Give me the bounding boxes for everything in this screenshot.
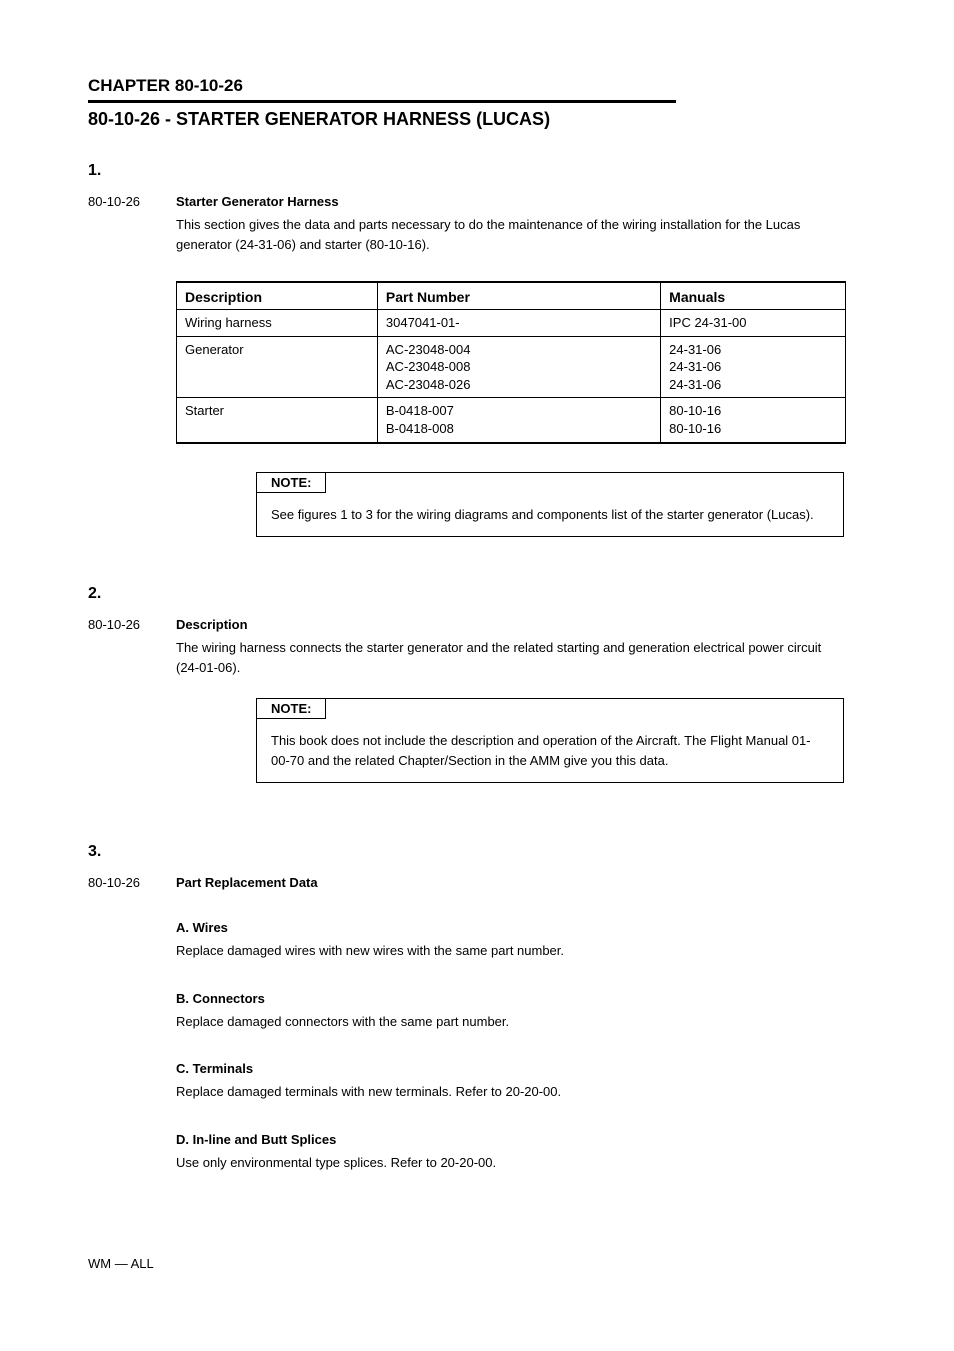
section-3-number: 3.	[88, 843, 844, 861]
section-3-label: 80-10-26	[88, 875, 176, 890]
table-cell: Wiring harness	[177, 310, 378, 337]
note-box-2: NOTE: This book does not include the des…	[256, 698, 844, 783]
table-cell: 3047041-01-	[377, 310, 660, 337]
table-cell: AC-23048-004AC-23048-008AC-23048-026	[377, 336, 660, 398]
item-heading-b: B. Connectors	[176, 991, 844, 1006]
item-text-a: Replace damaged wires with new wires wit…	[176, 941, 844, 961]
item-heading-d: D. In-line and Butt Splices	[176, 1132, 844, 1147]
chapter-rule	[88, 100, 676, 103]
note-box-1: NOTE: See figures 1 to 3 for the wiring …	[256, 472, 844, 538]
note-text: This book does not include the descripti…	[271, 731, 829, 770]
item-text-c: Replace damaged terminals with new termi…	[176, 1082, 844, 1102]
item-heading-c: C. Terminals	[176, 1061, 844, 1076]
table-header-partnumber: Part Number	[377, 282, 660, 310]
note-label: NOTE:	[257, 699, 326, 719]
note-text: See figures 1 to 3 for the wiring diagra…	[271, 505, 829, 525]
note-label: NOTE:	[257, 473, 326, 493]
chapter-number: CHAPTER 80-10-26	[88, 76, 844, 96]
section-1-number: 1.	[88, 162, 844, 180]
table-cell: 24-31-0624-31-0624-31-06	[661, 336, 846, 398]
section-3-subtitle: Part Replacement Data	[176, 875, 318, 890]
chapter-title: 80-10-26 - STARTER GENERATOR HARNESS (LU…	[88, 109, 844, 130]
table-cell: B-0418-007B-0418-008	[377, 398, 660, 443]
item-text-d: Use only environmental type splices. Ref…	[176, 1153, 844, 1173]
parts-table: Description Part Number Manuals Wiring h…	[176, 281, 846, 443]
table-header-row: Description Part Number Manuals	[177, 282, 846, 310]
item-heading-a: A. Wires	[176, 920, 844, 935]
table-cell: IPC 24-31-00	[661, 310, 846, 337]
section-2-paragraph: The wiring harness connects the starter …	[176, 638, 844, 678]
table-cell: 80-10-1680-10-16	[661, 398, 846, 443]
section-1-subtitle: Starter Generator Harness	[176, 194, 339, 209]
item-text-b: Replace damaged connectors with the same…	[176, 1012, 844, 1032]
section-2-subtitle: Description	[176, 617, 248, 632]
table-row: Generator AC-23048-004AC-23048-008AC-230…	[177, 336, 846, 398]
table-cell: Generator	[177, 336, 378, 398]
section-2-number: 2.	[88, 585, 844, 603]
table-header-description: Description	[177, 282, 378, 310]
table-row: Starter B-0418-007B-0418-008 80-10-1680-…	[177, 398, 846, 443]
section-1-paragraph: This section gives the data and parts ne…	[176, 215, 844, 255]
section-2-label: 80-10-26	[88, 617, 176, 632]
page-footer: WM — ALL	[88, 1256, 154, 1271]
table-cell: Starter	[177, 398, 378, 443]
section-1-label: 80-10-26	[88, 194, 176, 209]
table-row: Wiring harness 3047041-01- IPC 24-31-00	[177, 310, 846, 337]
table-header-manuals: Manuals	[661, 282, 846, 310]
